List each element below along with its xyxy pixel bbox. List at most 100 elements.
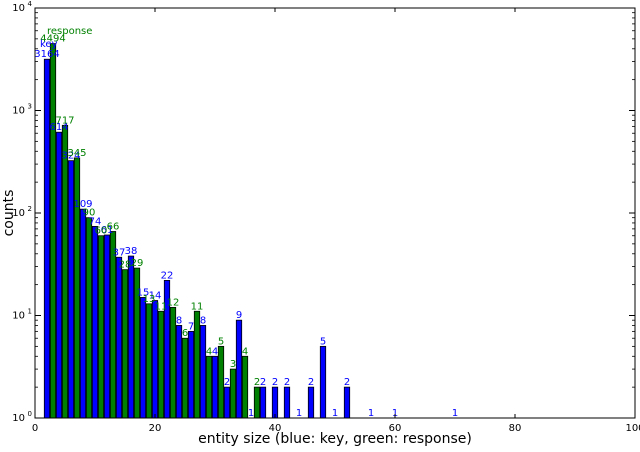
data-label-response: 4 — [206, 346, 212, 357]
bar-key — [187, 330, 195, 419]
bar-response — [121, 269, 129, 419]
data-label-response: 11 — [191, 301, 204, 312]
data-label-response: 5 — [218, 336, 224, 347]
bar-key — [211, 355, 219, 419]
data-label-key: 8 — [176, 315, 182, 326]
bar-key — [43, 58, 51, 419]
data-label-key: 61 — [101, 225, 114, 236]
data-label-response: 4494 — [40, 34, 65, 45]
bar-key — [283, 386, 291, 419]
bar-response — [157, 310, 165, 419]
data-label-response: 28 — [119, 260, 132, 271]
data-label-key: 22 — [161, 270, 174, 281]
bar-key — [259, 386, 267, 419]
y-tick-label: 10 — [12, 106, 25, 117]
data-label-key: 8 — [200, 315, 206, 326]
y-tick-exponent: 2 — [28, 205, 32, 213]
data-label-response: 90 — [83, 208, 96, 219]
bar-response — [145, 303, 153, 419]
data-label-response: 345 — [67, 148, 86, 159]
y-tick-exponent: 1 — [28, 308, 32, 316]
annotation-response: response — [47, 26, 92, 37]
annotations-layer: response key — [40, 26, 92, 50]
bar-response — [49, 43, 57, 419]
data-label-key: 7 — [188, 321, 194, 332]
bar-key — [127, 255, 135, 419]
data-label-key: 2 — [260, 377, 266, 388]
bar-response — [253, 386, 261, 419]
bar-key — [115, 256, 123, 419]
data-label-key: 1 — [248, 408, 254, 419]
y-tick-exponent: 0 — [28, 410, 32, 418]
data-label-key: 324 — [61, 151, 80, 162]
bar-key — [139, 297, 147, 419]
ticks-layer: 020406080100100101102103104 — [12, 0, 640, 434]
x-tick-label: 0 — [32, 423, 38, 434]
data-label-key: 15 — [137, 287, 150, 298]
x-tick-label: 20 — [149, 423, 162, 434]
y-axis-label: counts — [1, 190, 17, 237]
data-label-key: 9 — [236, 310, 242, 321]
bar-key — [79, 208, 87, 419]
data-label-key: 37 — [113, 247, 126, 258]
data-label-key: 1 — [296, 408, 302, 419]
bar-key — [103, 234, 111, 419]
bar-key — [271, 386, 279, 419]
bar-response — [181, 337, 189, 419]
bars-layer — [43, 43, 351, 419]
bar-key — [199, 325, 207, 419]
bar-response — [61, 124, 69, 419]
data-label-key: 74 — [89, 216, 102, 227]
bar-key — [319, 345, 327, 419]
data-label-response: 2 — [254, 377, 260, 388]
annotation-key: key — [40, 39, 58, 50]
bar-response — [229, 368, 237, 419]
y-tick-label: 10 — [12, 311, 25, 322]
data-label-key: 14 — [149, 291, 162, 302]
bar-key — [343, 386, 351, 419]
bar-response — [205, 355, 213, 419]
bar-key — [55, 131, 63, 419]
x-tick-label: 40 — [269, 423, 282, 434]
data-label-response: 60 — [95, 226, 108, 237]
data-label-key: 38 — [125, 246, 138, 257]
bar-response — [85, 217, 93, 419]
bar-key — [175, 325, 183, 419]
bar-response — [193, 310, 201, 419]
data-label-response: 29 — [131, 258, 144, 269]
y-tick-exponent: 3 — [28, 103, 32, 111]
data-label-key: 5 — [320, 336, 326, 347]
data-label-key: 3164 — [34, 49, 59, 60]
x-tick-label: 100 — [625, 423, 640, 434]
data-label-key: 109 — [73, 199, 92, 210]
bar-key — [151, 300, 159, 419]
data-label-key: 1 — [392, 408, 398, 419]
data-label-key: 2 — [272, 377, 278, 388]
data-label-response: 66 — [107, 222, 120, 233]
data-label-response: 12 — [167, 297, 180, 308]
data-label-response: 3 — [230, 359, 236, 370]
x-tick-label: 80 — [509, 423, 522, 434]
y-tick-exponent: 4 — [28, 0, 33, 8]
bar-response — [97, 235, 105, 419]
data-label-key: 4 — [212, 346, 218, 357]
data-label-key: 1 — [452, 408, 458, 419]
data-label-response: 4 — [242, 346, 248, 357]
bar-key — [307, 386, 315, 419]
data-label-key: 2 — [344, 377, 350, 388]
bar-response — [73, 157, 81, 419]
data-label-key: 2 — [284, 377, 290, 388]
data-label-key: 1 — [332, 408, 338, 419]
data-label-key: 614 — [49, 122, 68, 133]
data-label-response: 13 — [143, 294, 156, 305]
y-tick-label: 10 — [12, 413, 25, 424]
bar-key — [235, 319, 243, 419]
bar-key — [91, 225, 99, 419]
x-axis-label: entity size (blue: key, green: response) — [198, 431, 472, 447]
data-label-response: 11 — [155, 301, 168, 312]
bar-key — [223, 386, 231, 419]
data-label-response: 6 — [182, 328, 188, 339]
